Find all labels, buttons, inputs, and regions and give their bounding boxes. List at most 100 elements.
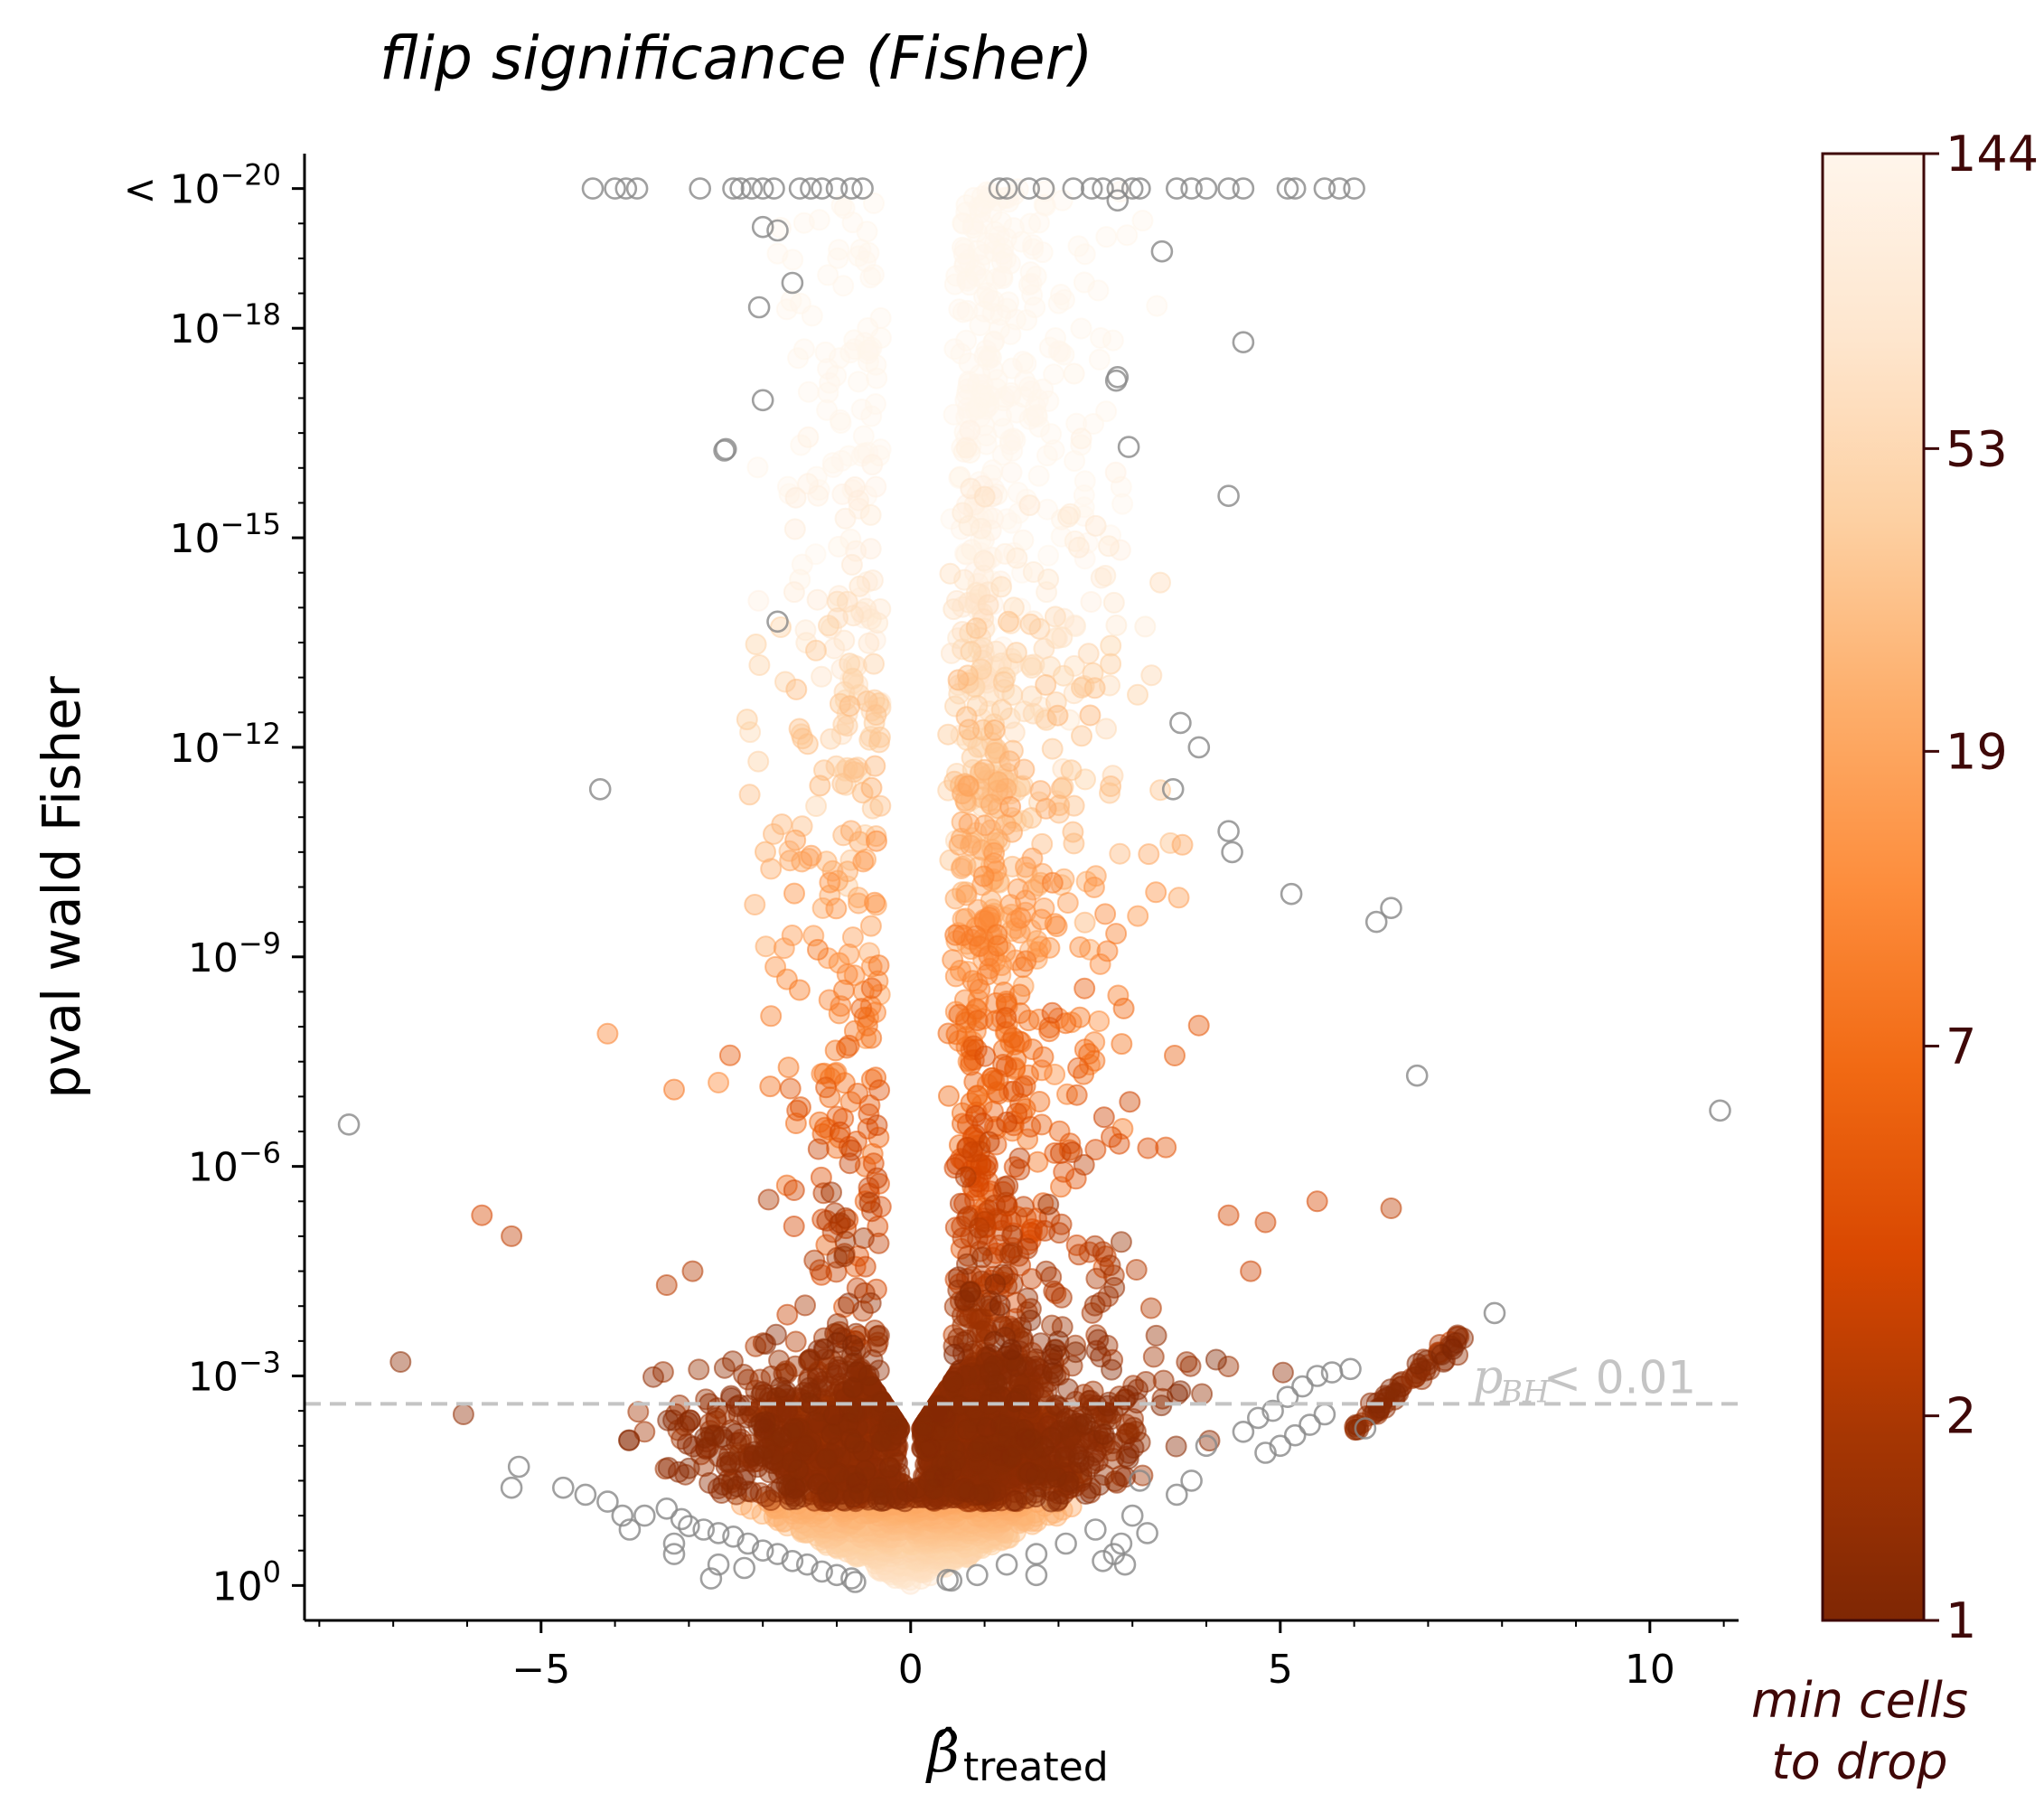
open-point — [574, 1483, 597, 1507]
filled-point — [856, 221, 878, 243]
filled-point — [1191, 1383, 1214, 1405]
filled-point — [861, 569, 884, 592]
filled-point — [1019, 613, 1042, 635]
y-tick-exponent: 0 — [263, 1554, 281, 1589]
filled-point — [811, 665, 833, 688]
filled-point — [1037, 568, 1060, 590]
filled-point — [957, 775, 980, 797]
filled-point — [989, 1444, 1011, 1467]
filled-point — [895, 1480, 918, 1503]
filled-point — [1025, 1486, 1047, 1508]
filled-point — [784, 486, 807, 509]
filled-point — [1077, 643, 1100, 665]
filled-point — [1131, 210, 1154, 232]
filled-point — [953, 252, 976, 275]
open-point — [1405, 1064, 1429, 1087]
x-tick-label: 10 — [1625, 1647, 1675, 1693]
filled-point — [1020, 272, 1043, 295]
colorbar-tick-label: 53 — [1946, 420, 2008, 477]
filled-point — [1032, 378, 1055, 400]
filled-point — [818, 615, 839, 637]
filled-point — [781, 925, 803, 946]
open-point — [1221, 840, 1243, 864]
filled-point — [1060, 759, 1083, 782]
filled-point — [952, 502, 974, 524]
open-point — [1283, 1423, 1307, 1447]
filled-point — [869, 794, 892, 817]
filled-point — [805, 639, 827, 662]
filled-point — [828, 239, 850, 261]
filled-point — [830, 1212, 851, 1235]
filled-point — [1056, 892, 1079, 914]
y-tick-exponent: −15 — [220, 507, 281, 541]
filled-point — [958, 352, 980, 374]
open-point — [1166, 1483, 1188, 1507]
x-ticks: −5 0 5 10 — [318, 1620, 1725, 1693]
filled-point — [708, 1071, 730, 1094]
filled-point — [1083, 677, 1106, 699]
filled-point — [745, 634, 767, 655]
filled-point — [852, 1227, 875, 1249]
filled-point — [809, 775, 831, 797]
filled-point — [999, 795, 1022, 818]
filled-point — [1092, 1423, 1115, 1445]
filled-point — [987, 771, 1009, 793]
filled-point — [868, 1079, 891, 1102]
filled-point — [846, 1471, 868, 1494]
filled-point — [972, 865, 995, 887]
colorbar-gradient — [1821, 152, 1926, 1622]
filled-point — [1038, 936, 1061, 959]
filled-point — [839, 528, 862, 550]
filled-point — [827, 247, 849, 269]
y-tick-exponent: −9 — [239, 926, 281, 961]
filled-point — [1050, 525, 1073, 548]
filled-point — [857, 317, 879, 339]
filled-point — [1117, 1448, 1139, 1470]
open-point — [966, 1563, 989, 1587]
filled-point — [777, 1056, 800, 1079]
filled-point — [948, 298, 970, 321]
filled-point — [784, 829, 807, 851]
filled-point — [678, 1457, 700, 1479]
y-tick-exponent: −20 — [220, 158, 281, 192]
filled-point — [992, 1054, 1015, 1075]
filled-point — [844, 1432, 866, 1454]
filled-point — [1145, 1324, 1167, 1347]
open-point — [1187, 736, 1211, 759]
filled-point — [1033, 637, 1055, 660]
filled-point — [1083, 413, 1104, 435]
filled-point — [954, 1166, 977, 1188]
filled-point — [839, 1152, 861, 1175]
filled-point — [815, 1076, 838, 1099]
filled-point — [999, 381, 1022, 404]
y-tick-base: 10 — [188, 935, 239, 981]
filled-point — [1026, 403, 1048, 426]
filled-point — [1004, 1489, 1027, 1512]
filled-point — [1027, 465, 1050, 487]
filled-point — [822, 1404, 845, 1427]
filled-point — [1062, 821, 1084, 843]
filled-point — [757, 1188, 780, 1211]
filled-point — [830, 194, 853, 217]
filled-point — [1100, 775, 1122, 797]
filled-point — [1146, 295, 1168, 317]
y-tick-label: 100 — [212, 1554, 281, 1610]
filled-point — [1098, 535, 1120, 558]
filled-point — [712, 1474, 735, 1496]
filled-point — [1441, 1338, 1464, 1360]
filled-point — [858, 632, 880, 654]
filled-points — [389, 178, 1475, 1595]
filled-point — [1063, 362, 1085, 385]
filled-point — [973, 485, 996, 508]
filled-point — [806, 588, 829, 611]
open-point — [751, 215, 774, 239]
filled-point — [1164, 1045, 1186, 1066]
threshold-label: p BH < 0.01 — [1473, 1350, 1696, 1410]
y-tick-label: < 10−20 — [124, 158, 281, 213]
filled-point — [642, 1366, 664, 1388]
filled-point — [1167, 887, 1190, 909]
filled-point — [1071, 725, 1092, 747]
filled-point — [1057, 1470, 1080, 1493]
filled-point — [1048, 1222, 1071, 1244]
filled-point — [1187, 1014, 1210, 1037]
